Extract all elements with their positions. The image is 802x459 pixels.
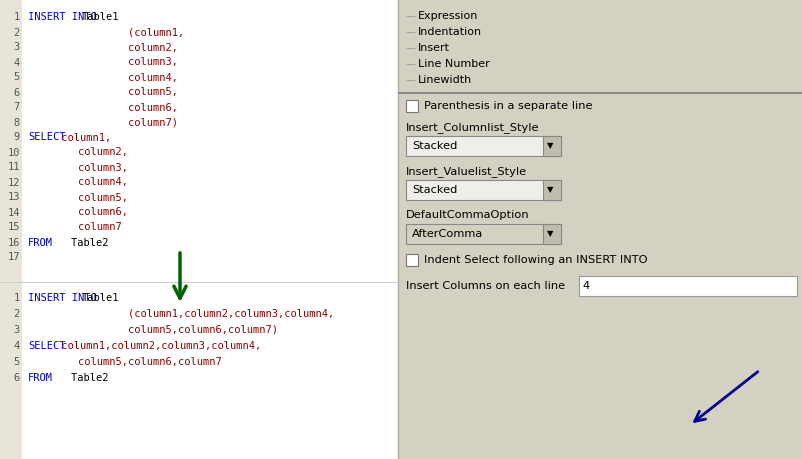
Text: 9: 9 bbox=[14, 133, 20, 142]
Bar bbox=[406, 180, 561, 200]
Bar bbox=[542, 136, 561, 156]
Text: 2: 2 bbox=[14, 28, 20, 38]
Text: 16: 16 bbox=[7, 237, 20, 247]
Text: column7): column7) bbox=[28, 118, 178, 128]
Text: 8: 8 bbox=[14, 118, 20, 128]
Text: Insert Columns on each line: Insert Columns on each line bbox=[406, 281, 565, 291]
Text: (column1,column2,column3,column4,: (column1,column2,column3,column4, bbox=[28, 309, 334, 319]
Text: 5: 5 bbox=[14, 357, 20, 367]
Text: column2,: column2, bbox=[28, 43, 178, 52]
Text: 10: 10 bbox=[7, 147, 20, 157]
Bar bbox=[398, 92, 802, 94]
Text: 4: 4 bbox=[582, 281, 589, 291]
Text: 11: 11 bbox=[7, 162, 20, 173]
Text: Stacked: Stacked bbox=[411, 185, 457, 195]
Text: 1: 1 bbox=[14, 12, 20, 22]
Text: column4,: column4, bbox=[28, 178, 128, 187]
Text: Insert: Insert bbox=[418, 43, 449, 53]
Text: Stacked: Stacked bbox=[411, 141, 457, 151]
Text: Table2: Table2 bbox=[46, 237, 108, 247]
Bar bbox=[578, 276, 796, 296]
Text: 6: 6 bbox=[14, 373, 20, 383]
Text: column5,: column5, bbox=[28, 192, 128, 202]
Text: 6: 6 bbox=[14, 88, 20, 97]
Text: 7: 7 bbox=[14, 102, 20, 112]
Text: 4: 4 bbox=[14, 341, 20, 351]
Text: column3,: column3, bbox=[28, 57, 178, 67]
Bar bbox=[406, 136, 561, 156]
Text: INSERT INTO: INSERT INTO bbox=[28, 293, 103, 303]
Text: column1,: column1, bbox=[55, 133, 111, 142]
Text: ▼: ▼ bbox=[546, 141, 553, 151]
Text: column2,: column2, bbox=[28, 147, 128, 157]
Text: (column1,: (column1, bbox=[28, 28, 184, 38]
Text: 3: 3 bbox=[14, 43, 20, 52]
Text: 1: 1 bbox=[14, 293, 20, 303]
Bar bbox=[542, 180, 561, 200]
Bar bbox=[542, 224, 561, 244]
Text: Insert_Valuelist_Style: Insert_Valuelist_Style bbox=[406, 166, 526, 177]
Text: FROM: FROM bbox=[28, 237, 53, 247]
Text: 5: 5 bbox=[14, 73, 20, 83]
Text: Expression: Expression bbox=[418, 11, 478, 21]
Text: INSERT INTO: INSERT INTO bbox=[28, 12, 103, 22]
Text: 13: 13 bbox=[7, 192, 20, 202]
Text: Indent Select following an INSERT INTO: Indent Select following an INSERT INTO bbox=[423, 255, 646, 265]
Text: ▼: ▼ bbox=[546, 230, 553, 239]
Text: Table2: Table2 bbox=[46, 373, 108, 383]
Bar bbox=[0, 0, 22, 459]
Text: column5,column6,column7: column5,column6,column7 bbox=[28, 357, 221, 367]
Text: Linewidth: Linewidth bbox=[418, 75, 472, 85]
Bar bbox=[406, 100, 418, 112]
Text: —: — bbox=[406, 11, 415, 21]
Text: Parenthesis in a separate line: Parenthesis in a separate line bbox=[423, 101, 592, 111]
Text: SELECT: SELECT bbox=[28, 133, 66, 142]
Text: Indentation: Indentation bbox=[418, 27, 481, 37]
Text: DefaultCommaOption: DefaultCommaOption bbox=[406, 210, 529, 220]
Text: SELECT: SELECT bbox=[28, 341, 66, 351]
Text: 3: 3 bbox=[14, 325, 20, 335]
Text: ▼: ▼ bbox=[546, 185, 553, 195]
Text: column7: column7 bbox=[28, 223, 122, 233]
Text: column5,column6,column7): column5,column6,column7) bbox=[28, 325, 277, 335]
Bar bbox=[0, 0, 398, 459]
Bar bbox=[406, 254, 418, 266]
Text: 2: 2 bbox=[14, 309, 20, 319]
Text: FROM: FROM bbox=[28, 373, 53, 383]
Text: Table1: Table1 bbox=[82, 293, 119, 303]
Text: 14: 14 bbox=[7, 207, 20, 218]
Text: Line Number: Line Number bbox=[418, 59, 489, 69]
Text: 4: 4 bbox=[14, 57, 20, 67]
Text: —: — bbox=[406, 75, 415, 85]
Text: column4,: column4, bbox=[28, 73, 178, 83]
Text: column3,: column3, bbox=[28, 162, 128, 173]
Text: column6,: column6, bbox=[28, 102, 178, 112]
Text: column1,column2,column3,column4,: column1,column2,column3,column4, bbox=[55, 341, 261, 351]
Text: —: — bbox=[406, 43, 415, 53]
Bar bbox=[398, 0, 802, 459]
Text: column6,: column6, bbox=[28, 207, 128, 218]
Text: 17: 17 bbox=[7, 252, 20, 263]
Text: column5,: column5, bbox=[28, 88, 178, 97]
Text: 15: 15 bbox=[7, 223, 20, 233]
Bar bbox=[406, 224, 561, 244]
Text: 12: 12 bbox=[7, 178, 20, 187]
Text: AfterComma: AfterComma bbox=[411, 229, 483, 239]
Text: —: — bbox=[406, 27, 415, 37]
Text: Insert_Columnlist_Style: Insert_Columnlist_Style bbox=[406, 122, 539, 133]
Text: —: — bbox=[406, 59, 415, 69]
Text: Table1: Table1 bbox=[82, 12, 119, 22]
